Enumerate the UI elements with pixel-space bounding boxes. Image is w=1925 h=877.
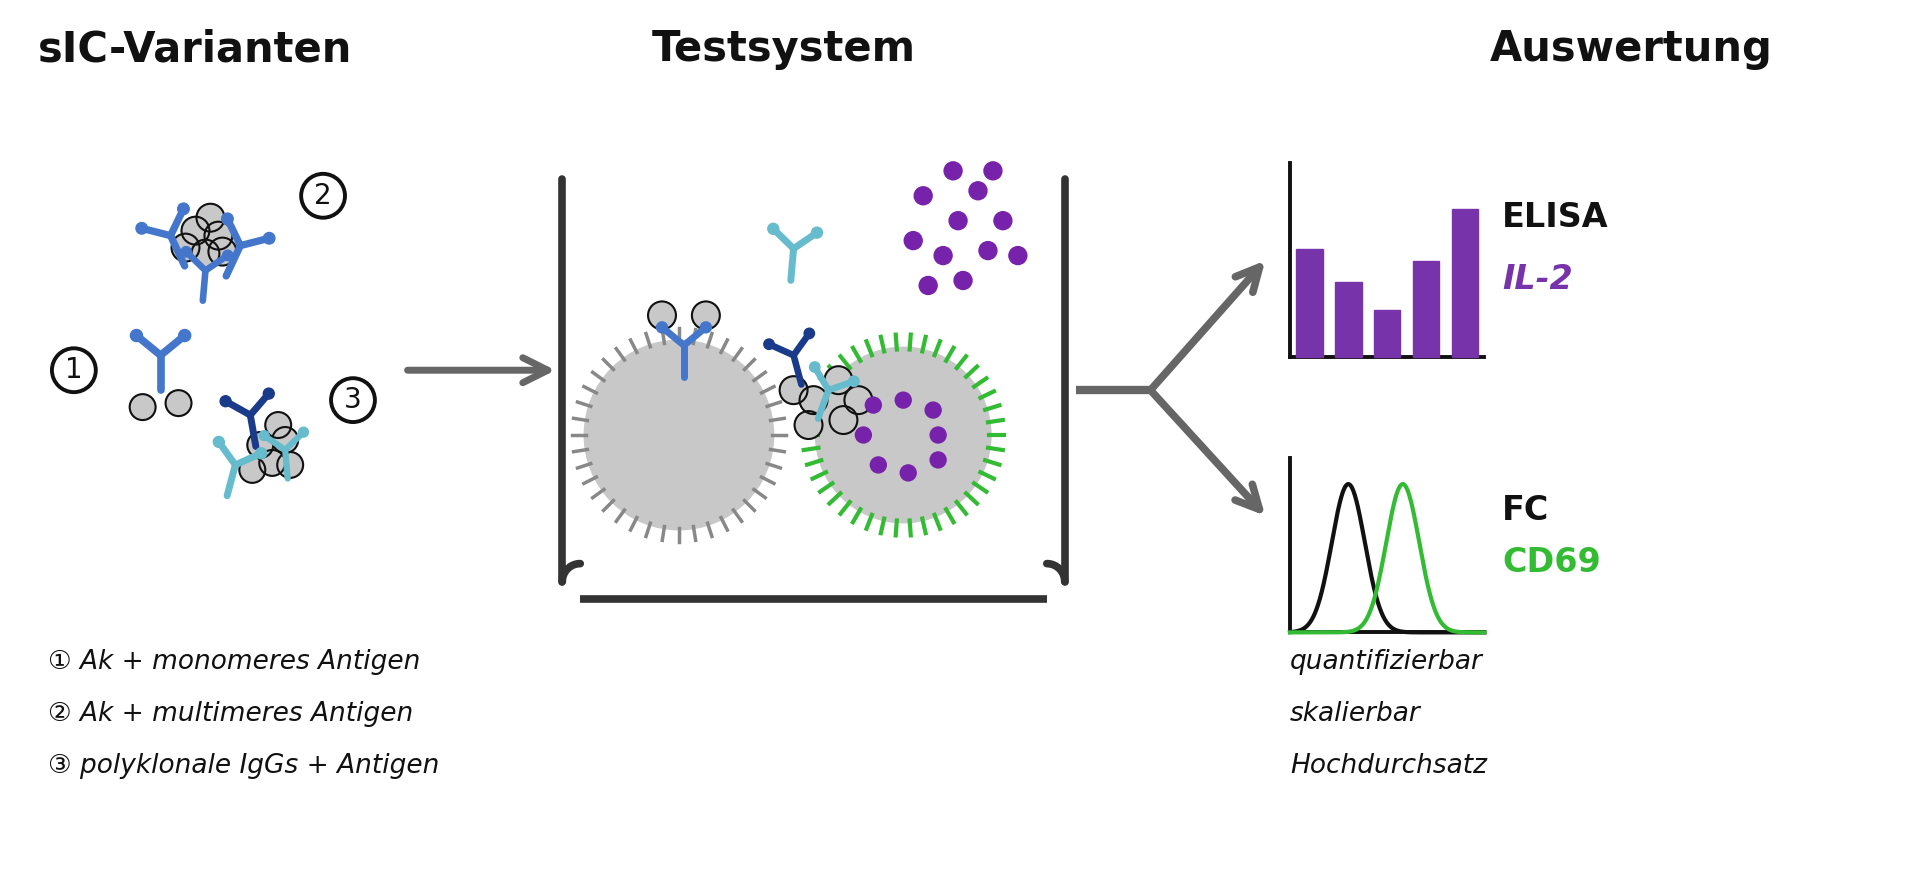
Circle shape — [949, 211, 966, 230]
Text: sIC-Varianten: sIC-Varianten — [38, 28, 352, 70]
Circle shape — [271, 427, 298, 453]
Circle shape — [780, 376, 808, 404]
Circle shape — [264, 389, 273, 399]
Circle shape — [930, 452, 945, 468]
Circle shape — [260, 431, 270, 440]
Circle shape — [701, 322, 712, 333]
Text: 3: 3 — [345, 386, 362, 414]
Circle shape — [208, 238, 237, 266]
Circle shape — [239, 457, 266, 483]
Circle shape — [137, 223, 148, 234]
Circle shape — [204, 222, 233, 250]
Text: Hochdurchsatz: Hochdurchsatz — [1290, 753, 1486, 779]
Circle shape — [914, 187, 932, 204]
Bar — [1451, 209, 1478, 357]
Circle shape — [214, 437, 225, 447]
Text: ① Ak + monomeres Antigen: ① Ak + monomeres Antigen — [48, 649, 420, 675]
Circle shape — [264, 232, 275, 244]
Circle shape — [171, 233, 200, 261]
Circle shape — [870, 457, 886, 473]
Text: quantifizierbar: quantifizierbar — [1290, 649, 1482, 675]
Circle shape — [934, 246, 953, 265]
Text: IL-2: IL-2 — [1502, 263, 1573, 296]
Circle shape — [824, 367, 853, 394]
Text: CD69: CD69 — [1502, 546, 1602, 579]
Circle shape — [930, 427, 945, 443]
Circle shape — [221, 213, 233, 225]
Text: ③ polyklonale IgGs + Antigen: ③ polyklonale IgGs + Antigen — [48, 753, 439, 779]
Circle shape — [812, 227, 822, 239]
Circle shape — [649, 302, 676, 330]
Circle shape — [256, 448, 268, 459]
Circle shape — [585, 340, 774, 530]
Circle shape — [849, 376, 859, 387]
Circle shape — [905, 232, 922, 250]
Text: 1: 1 — [65, 356, 83, 384]
Circle shape — [131, 330, 142, 341]
Circle shape — [968, 182, 988, 200]
Circle shape — [895, 392, 911, 408]
Circle shape — [656, 322, 668, 333]
Circle shape — [993, 211, 1013, 230]
Circle shape — [816, 347, 991, 523]
Circle shape — [129, 394, 156, 420]
Circle shape — [764, 339, 774, 349]
Circle shape — [901, 465, 916, 481]
Circle shape — [166, 390, 191, 416]
Circle shape — [246, 432, 273, 458]
Circle shape — [768, 224, 780, 234]
Bar — [1413, 261, 1440, 357]
Text: ② Ak + multimeres Antigen: ② Ak + multimeres Antigen — [48, 702, 414, 727]
Circle shape — [980, 242, 997, 260]
Circle shape — [277, 452, 302, 478]
Circle shape — [1009, 246, 1026, 265]
Text: ELISA: ELISA — [1502, 201, 1609, 234]
Text: skalierbar: skalierbar — [1290, 702, 1421, 727]
Circle shape — [691, 302, 720, 330]
Circle shape — [926, 403, 941, 418]
Circle shape — [177, 203, 189, 215]
Circle shape — [810, 362, 820, 372]
Circle shape — [866, 397, 882, 413]
Circle shape — [260, 450, 285, 476]
Circle shape — [196, 203, 225, 232]
Bar — [1296, 249, 1322, 357]
Circle shape — [181, 246, 191, 257]
Circle shape — [266, 412, 291, 438]
Text: Testsystem: Testsystem — [653, 28, 916, 70]
Bar — [1336, 282, 1361, 357]
Circle shape — [298, 427, 308, 437]
Circle shape — [943, 162, 962, 180]
Text: 2: 2 — [314, 182, 331, 210]
Circle shape — [845, 386, 872, 414]
Circle shape — [223, 250, 233, 260]
Circle shape — [179, 330, 191, 341]
Circle shape — [984, 162, 1001, 180]
Text: Auswertung: Auswertung — [1490, 28, 1773, 70]
Circle shape — [219, 396, 231, 407]
Circle shape — [799, 386, 828, 414]
Circle shape — [918, 276, 937, 295]
Text: FC: FC — [1502, 494, 1550, 527]
Bar — [1374, 310, 1399, 357]
Circle shape — [955, 272, 972, 289]
Circle shape — [855, 427, 872, 443]
Circle shape — [805, 328, 814, 339]
Circle shape — [795, 411, 822, 439]
Circle shape — [191, 239, 219, 267]
Circle shape — [181, 217, 210, 245]
Circle shape — [830, 406, 857, 434]
